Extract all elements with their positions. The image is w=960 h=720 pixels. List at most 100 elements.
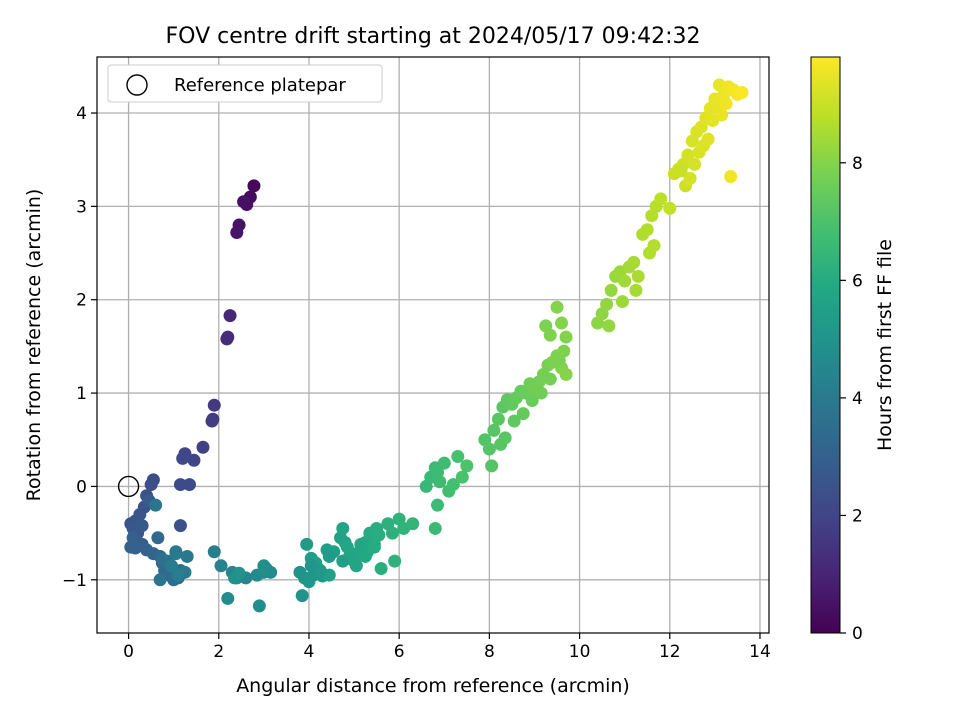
data-point: [151, 531, 165, 545]
data-point: [374, 562, 388, 576]
colorbar-tick-label: 4: [852, 389, 863, 409]
data-point: [451, 450, 465, 464]
data-point: [437, 456, 451, 470]
data-point: [214, 559, 228, 573]
x-tick-label: 6: [394, 642, 405, 662]
colorbar-tick-label: 6: [852, 271, 863, 291]
legend: Reference platepar: [107, 64, 383, 103]
data-point: [719, 97, 733, 111]
data-point: [557, 344, 571, 358]
data-point: [640, 223, 654, 237]
data-point: [144, 478, 158, 492]
colorbar-tick-label: 2: [852, 506, 863, 526]
data-point: [164, 559, 178, 573]
data-point: [663, 201, 677, 215]
plot-frame: [96, 56, 770, 634]
data-point: [735, 85, 749, 99]
y-tick-label: 0: [76, 477, 87, 497]
grid-lines: [97, 57, 769, 633]
colorbar-gradient: [810, 56, 841, 634]
legend-box: [107, 64, 383, 103]
data-point: [615, 295, 629, 309]
data-point: [135, 519, 149, 533]
data-point: [358, 549, 372, 563]
data-point: [153, 573, 167, 587]
colorbar: 0 2 4 6 8 Hours from first FF file: [810, 56, 896, 644]
data-point: [221, 330, 235, 344]
data-point: [683, 171, 697, 185]
data-point: [629, 283, 643, 297]
data-point: [482, 442, 496, 456]
data-point: [559, 367, 573, 381]
data-point: [559, 330, 573, 344]
data-point: [182, 478, 196, 492]
data-point: [230, 226, 244, 240]
reference-platepar-marker: [117, 475, 140, 498]
data-point: [336, 521, 350, 535]
data-point: [187, 453, 201, 467]
data-point: [300, 537, 314, 551]
data-point: [128, 541, 142, 555]
data-point: [715, 108, 729, 122]
data-point: [173, 478, 187, 492]
colorbar-tick-label: 8: [852, 154, 863, 174]
data-point: [385, 526, 399, 540]
y-tick-label: 3: [76, 197, 87, 217]
data-point: [406, 517, 420, 531]
data-point: [498, 431, 512, 445]
data-point: [176, 451, 190, 465]
data-point: [460, 459, 474, 473]
x-axis-label: Angular distance from reference (arcmin): [236, 675, 630, 697]
data-point: [446, 478, 460, 492]
data-point: [336, 554, 350, 568]
data-point: [618, 274, 632, 288]
data-point: [516, 407, 530, 421]
data-point: [631, 269, 645, 283]
data-point: [173, 519, 187, 533]
x-tick-label: 10: [569, 642, 591, 662]
data-point: [507, 414, 521, 428]
colorbar-ticks: 0 2 4 6 8: [840, 154, 863, 644]
data-point: [149, 498, 163, 512]
colorbar-tick-label: 0: [852, 624, 863, 644]
data-point: [654, 192, 668, 206]
x-axis-ticks: 0 2 4 6 8 10 12 14: [123, 633, 771, 662]
x-tick-label: 2: [213, 642, 224, 662]
data-point: [171, 568, 185, 582]
y-tick-label: 1: [76, 384, 87, 404]
data-point: [232, 566, 246, 580]
data-point: [600, 297, 614, 311]
y-axis-label: Rotation from reference (arcmin): [23, 189, 45, 502]
data-point: [372, 528, 386, 542]
data-point: [487, 423, 501, 437]
data-point: [433, 475, 447, 489]
data-point: [550, 300, 564, 314]
data-point: [169, 547, 183, 561]
legend-marker-open-circle: [126, 74, 148, 96]
data-point: [247, 179, 261, 193]
data-point: [223, 309, 237, 323]
data-point: [602, 319, 616, 333]
y-tick-label: 2: [76, 291, 87, 311]
data-point: [431, 498, 445, 512]
data-point: [252, 599, 266, 613]
chart-title: FOV centre drift starting at 2024/05/17 …: [166, 24, 701, 49]
data-point: [627, 255, 641, 269]
data-point: [555, 316, 569, 330]
data-point: [237, 195, 251, 209]
reference-marker: [117, 475, 140, 498]
x-tick-label: 12: [659, 642, 681, 662]
data-point: [724, 169, 738, 183]
data-point: [688, 157, 702, 171]
data-point: [295, 589, 309, 603]
data-point: [322, 549, 336, 563]
data-point: [681, 148, 695, 162]
data-point: [491, 412, 505, 426]
data-point: [525, 394, 539, 408]
colorbar-label: Hours from first FF file: [874, 239, 896, 451]
data-point: [367, 540, 381, 554]
data-point: [313, 563, 327, 577]
data-point: [180, 549, 194, 563]
x-tick-label: 4: [304, 642, 315, 662]
data-point: [349, 559, 363, 573]
